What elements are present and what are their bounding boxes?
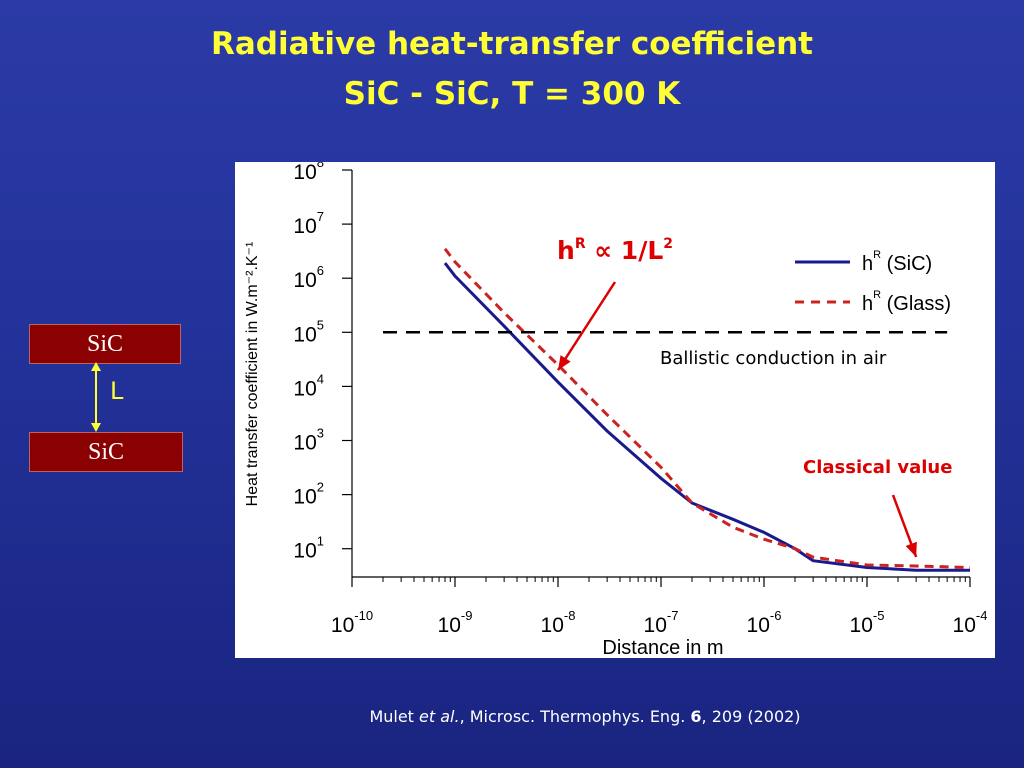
legend-symbol-0: h bbox=[862, 253, 873, 275]
classical-value-annotation: Classical value bbox=[803, 457, 952, 478]
x-tick-label-4: 10-6 bbox=[747, 608, 782, 637]
series-sic-line bbox=[443, 262, 970, 572]
y-tick-base-7: 10 bbox=[293, 162, 316, 184]
x-tick-base-1: 10 bbox=[438, 614, 461, 637]
x-tick-base-0: 10 bbox=[331, 614, 354, 637]
y-tick-label-7: 108 bbox=[293, 162, 324, 184]
power-law-sup2: 2 bbox=[663, 236, 673, 252]
x-tick-base-5: 10 bbox=[850, 614, 873, 637]
y-tick-label-5: 106 bbox=[293, 263, 324, 292]
power-law-annotation: hR ∝ 1/L2 bbox=[557, 236, 673, 265]
classical-value-arrow-head bbox=[905, 541, 917, 557]
legend-symbol-1: h bbox=[862, 293, 873, 315]
classical-value-arrow bbox=[891, 494, 918, 558]
y-tick-exp-4: 5 bbox=[317, 317, 324, 332]
x-axis-label: Distance in m bbox=[602, 637, 723, 658]
y-tick-exp-1: 2 bbox=[317, 480, 324, 495]
x-tick-exp-1: -9 bbox=[461, 608, 473, 623]
x-tick-base-3: 10 bbox=[644, 614, 667, 637]
y-tick-label-0: 101 bbox=[293, 534, 324, 563]
x-tick-base-6: 10 bbox=[953, 614, 976, 637]
sic-top-block: SiC bbox=[29, 324, 181, 364]
y-tick-label-6: 107 bbox=[293, 209, 324, 238]
y-tick-base-0: 10 bbox=[293, 540, 316, 563]
citation-etal: et al. bbox=[419, 707, 460, 726]
y-tick-exp-3: 4 bbox=[317, 371, 324, 386]
sic-bottom-block: SiC bbox=[29, 432, 183, 472]
power-law-mid: ∝ 1/L bbox=[586, 236, 664, 265]
x-tick-exp-6: -4 bbox=[976, 608, 988, 623]
y-tick-exp-5: 6 bbox=[317, 263, 324, 278]
power-law-sup: R bbox=[575, 236, 586, 252]
x-tick-base-2: 10 bbox=[541, 614, 564, 637]
x-tick-label-6: 10-4 bbox=[953, 608, 988, 637]
gap-double-arrow-icon bbox=[91, 362, 101, 432]
slide-title-line-2: SiC - SiC, T = 300 K bbox=[343, 76, 681, 112]
x-tick-exp-5: -5 bbox=[873, 608, 885, 623]
x-tick-exp-3: -7 bbox=[667, 608, 679, 623]
y-tick-label-3: 104 bbox=[293, 371, 324, 400]
citation-authors: Mulet bbox=[369, 707, 420, 726]
gap-label: L bbox=[110, 377, 124, 405]
x-tick-label-1: 10-9 bbox=[438, 608, 473, 637]
y-tick-exp-6: 7 bbox=[317, 209, 324, 224]
power-law-arrow-shaft bbox=[556, 281, 617, 371]
power-law-base: h bbox=[557, 236, 575, 265]
legend-name-1: (Glass) bbox=[881, 293, 951, 315]
y-axis-label: Heat transfer coefficient in W.m⁻².K⁻¹ bbox=[244, 242, 261, 507]
legend-sup-1: R bbox=[873, 289, 881, 301]
y-tick-label-1: 102 bbox=[293, 480, 324, 509]
legend-sup-0: R bbox=[873, 249, 881, 261]
y-tick-exp-7: 8 bbox=[317, 162, 324, 170]
ballistic-reference-label: Ballistic conduction in air bbox=[660, 348, 887, 369]
y-tick-base-3: 10 bbox=[293, 377, 316, 400]
y-tick-exp-0: 1 bbox=[317, 534, 324, 549]
slide-title-line-1: Radiative heat-transfer coefficient bbox=[210, 26, 814, 62]
plot-top-mask bbox=[355, 162, 447, 174]
legend-label-1: hR (Glass) bbox=[862, 289, 951, 315]
citation-volume: 6 bbox=[690, 707, 702, 726]
x-tick-exp-2: -8 bbox=[564, 608, 576, 623]
chart-panel: 10-10 10-9 10-8 10-7 10-6 10-5 10-4 101 102 103 10… bbox=[235, 155, 995, 659]
y-tick-base-6: 10 bbox=[293, 215, 316, 238]
citation: Mulet et al., Microsc. Thermophys. Eng. … bbox=[0, 707, 1024, 726]
y-tick-base-4: 10 bbox=[293, 323, 316, 346]
y-tick-base-2: 10 bbox=[293, 432, 316, 455]
x-tick-base-4: 10 bbox=[747, 614, 770, 637]
power-law-arrow-head bbox=[558, 355, 571, 371]
heat-transfer-chart: 10-10 10-9 10-8 10-7 10-6 10-5 10-410110210310… bbox=[244, 155, 988, 659]
x-tick-label-5: 10-5 bbox=[850, 608, 885, 637]
legend-name-0: (SiC) bbox=[881, 253, 932, 275]
legend-label-0: hR (SiC) bbox=[862, 249, 932, 275]
y-tick-base-5: 10 bbox=[293, 269, 316, 292]
x-tick-label-2: 10-8 bbox=[541, 608, 576, 637]
y-tick-base-1: 10 bbox=[293, 486, 316, 509]
x-tick-label-0: 10-10 bbox=[331, 608, 373, 637]
x-tick-label-3: 10-7 bbox=[644, 608, 679, 637]
x-tick-exp-0: -10 bbox=[354, 608, 373, 623]
y-tick-label-4: 105 bbox=[293, 317, 324, 346]
citation-pages: , 209 (2002) bbox=[701, 707, 801, 726]
citation-journal: , Microsc. Thermophys. Eng. bbox=[459, 707, 691, 726]
power-law-arrow bbox=[556, 281, 617, 371]
series-glass-line bbox=[443, 247, 971, 569]
y-tick-exp-2: 3 bbox=[317, 426, 324, 441]
y-tick-label-2: 103 bbox=[293, 426, 324, 455]
x-tick-exp-4: -6 bbox=[770, 608, 782, 623]
